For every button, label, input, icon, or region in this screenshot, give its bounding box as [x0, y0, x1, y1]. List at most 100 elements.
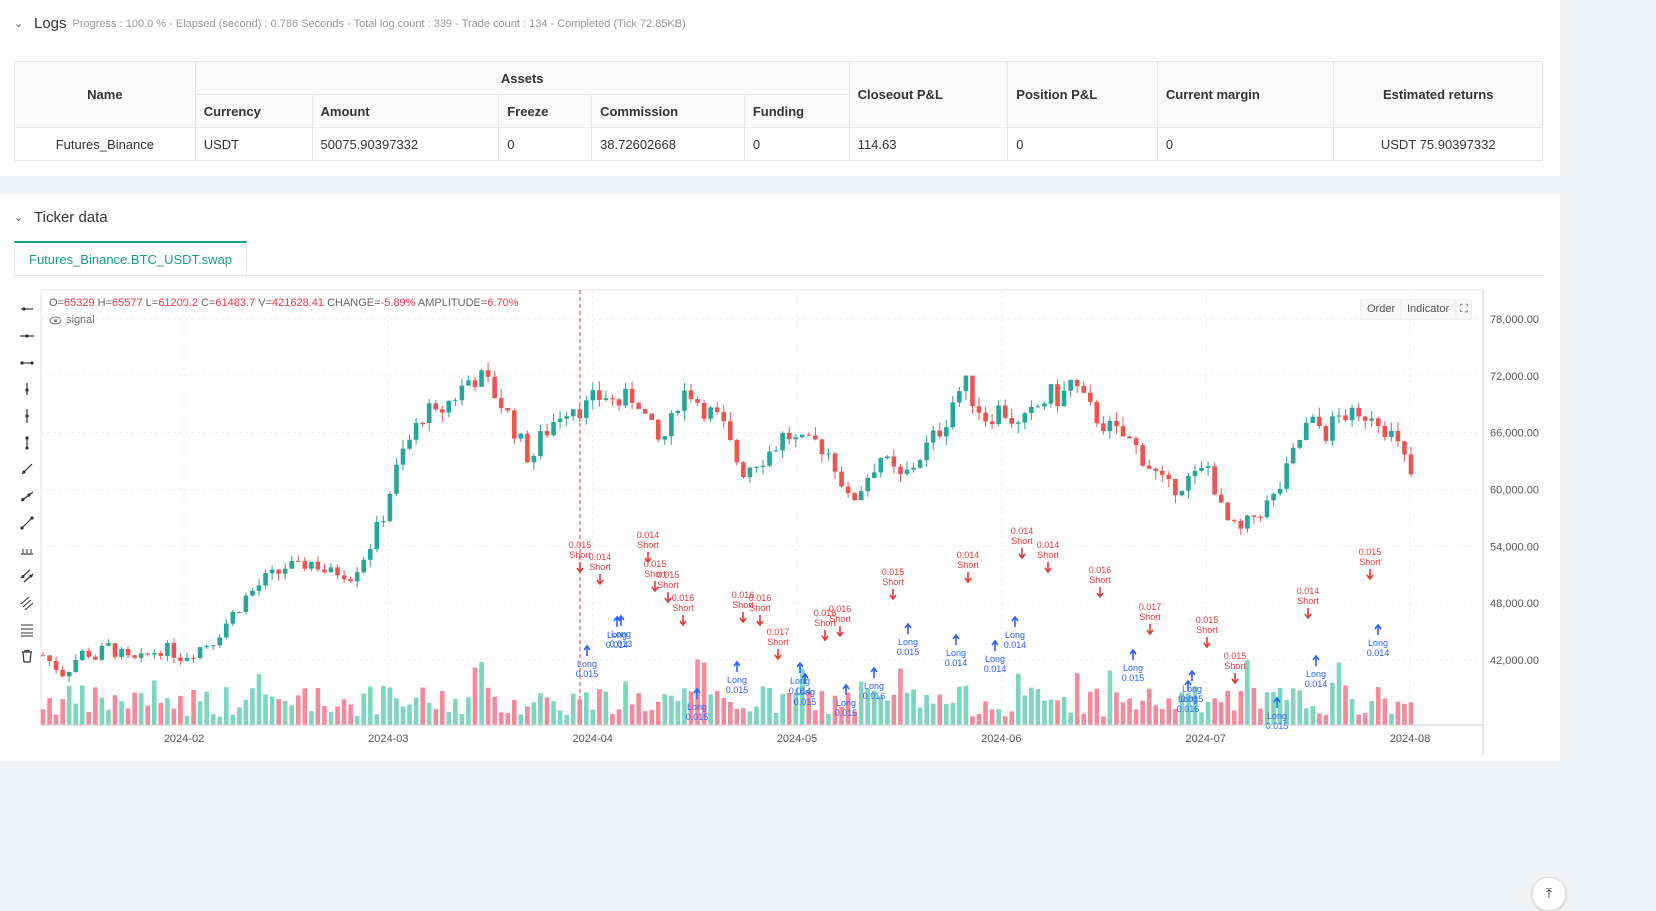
volume-bar: [839, 707, 844, 725]
candle-body: [1356, 407, 1361, 417]
volume-bar: [1009, 711, 1015, 725]
candle-body: [1343, 415, 1348, 421]
candle-body: [1290, 447, 1296, 464]
tab-divider: [14, 275, 1543, 276]
candle-body: [1035, 406, 1041, 408]
candle-body: [263, 573, 268, 586]
volume-label: V=: [258, 297, 273, 309]
candle-body: [930, 430, 936, 443]
ray-line-icon[interactable]: [16, 483, 38, 510]
fib-retracement-icon[interactable]: [16, 616, 38, 643]
volume-bar: [1055, 700, 1060, 725]
amplitude-label: AMPLITUDE=: [417, 297, 488, 309]
horizontal-ray-icon[interactable]: [16, 296, 38, 323]
parallel-channel-icon[interactable]: [16, 563, 38, 590]
trash-icon[interactable]: [16, 643, 38, 670]
candle-body: [1146, 465, 1152, 469]
long-signal-label: Long: [1123, 663, 1143, 673]
volume-bar: [60, 699, 65, 725]
horizontal-segment-icon[interactable]: [16, 349, 38, 376]
long-arrow-icon: [904, 622, 912, 634]
price-range-icon[interactable]: [16, 536, 38, 563]
volume-bar: [950, 702, 956, 725]
logs-header[interactable]: ⌄ Logs Progress : 100.0 % - Elapsed (sec…: [14, 15, 686, 32]
volume-bar: [217, 716, 223, 725]
tab-btc-usdt-swap[interactable]: Futures_Binance.BTC_USDT.swap: [14, 241, 248, 277]
candle-body: [727, 421, 733, 441]
candle-body: [793, 437, 799, 440]
candle-body: [741, 462, 746, 478]
horizontal-line-icon[interactable]: [16, 323, 38, 350]
scroll-to-top-button[interactable]: ⤒: [1532, 877, 1566, 911]
candle-body: [747, 467, 753, 478]
candle-body: [963, 375, 969, 392]
vertical-segment-icon[interactable]: [16, 429, 38, 456]
candle-body: [302, 560, 308, 569]
trend-line-icon[interactable]: [16, 456, 38, 483]
candle-body: [125, 649, 131, 656]
long-signal-label: Long: [864, 681, 884, 691]
candle-body: [210, 645, 216, 647]
volume-bar: [1074, 673, 1080, 725]
open-value: 65329: [63, 297, 95, 309]
candle-body: [570, 409, 576, 417]
volume-bar: [315, 687, 321, 725]
candle-body: [413, 423, 419, 440]
short-signal-label: Short: [672, 603, 694, 613]
regression-channel-icon[interactable]: [16, 590, 38, 617]
candle-body: [184, 657, 190, 661]
short-signal-label: Short: [1011, 536, 1033, 546]
candle-body: [708, 407, 713, 419]
vertical-ray-icon[interactable]: [16, 376, 38, 403]
volume-bar: [394, 698, 399, 725]
volume-bar: [1068, 712, 1073, 725]
candle-body: [158, 653, 164, 656]
chevron-down-icon[interactable]: ⌄: [14, 212, 24, 224]
candle-body: [1225, 502, 1231, 521]
volume-bar: [1205, 702, 1211, 725]
cell-current-margin: 0: [1156, 127, 1335, 161]
volume-bar: [1231, 710, 1237, 725]
short-arrow-icon: [756, 615, 764, 627]
volume-bar: [741, 708, 746, 725]
signal-legend[interactable]: signal: [49, 314, 95, 326]
candle-body: [511, 410, 517, 439]
volume-bar: [178, 695, 183, 725]
candle-body: [237, 611, 242, 613]
candle-body: [1015, 422, 1021, 424]
volume-bar: [138, 693, 144, 725]
logs-panel: ⌄ Logs Progress : 100.0 % - Elapsed (sec…: [0, 0, 1560, 176]
vertical-line-icon[interactable]: [16, 403, 38, 430]
ticker-panel: ⌄ Ticker data Futures_Binance.BTC_USDT.s…: [0, 194, 1566, 911]
indicator-button[interactable]: Indicator: [1400, 299, 1457, 320]
candle-body: [1264, 500, 1270, 518]
candle-body: [1055, 384, 1060, 407]
col-closeout-pl: Closeout P&L: [848, 61, 1009, 128]
volume-bar: [498, 712, 504, 725]
volume-bar: [1323, 715, 1329, 725]
volume-bar: [191, 690, 196, 725]
candle-body: [387, 493, 393, 522]
volume-bar: [943, 704, 949, 725]
high-label: H=: [97, 297, 113, 309]
price-chart[interactable]: 0.015Short0.014Short0.014Short0.015Short…: [0, 194, 1560, 761]
candle-body: [466, 380, 471, 386]
candle-body: [603, 398, 609, 400]
volume-bar: [871, 690, 877, 725]
volume-bar: [125, 708, 131, 725]
chevron-down-icon[interactable]: ⌄: [14, 18, 24, 30]
candle-body: [165, 643, 170, 656]
ticker-header[interactable]: ⌄ Ticker data: [14, 209, 108, 226]
long-signal-label: Long: [727, 675, 747, 685]
volume-bar: [616, 709, 622, 725]
candle-body: [276, 569, 281, 574]
long-arrow-icon: [1184, 679, 1192, 691]
short-signal-label: Short: [637, 540, 659, 550]
volume-bar: [963, 685, 969, 725]
long-signal-label: Long: [1182, 684, 1202, 694]
y-tick-label: 72,000.00: [1490, 371, 1539, 383]
volume-bar: [47, 698, 52, 725]
extended-line-icon[interactable]: [16, 510, 38, 537]
volume-bar: [1120, 702, 1126, 725]
volume-bar: [479, 662, 484, 725]
